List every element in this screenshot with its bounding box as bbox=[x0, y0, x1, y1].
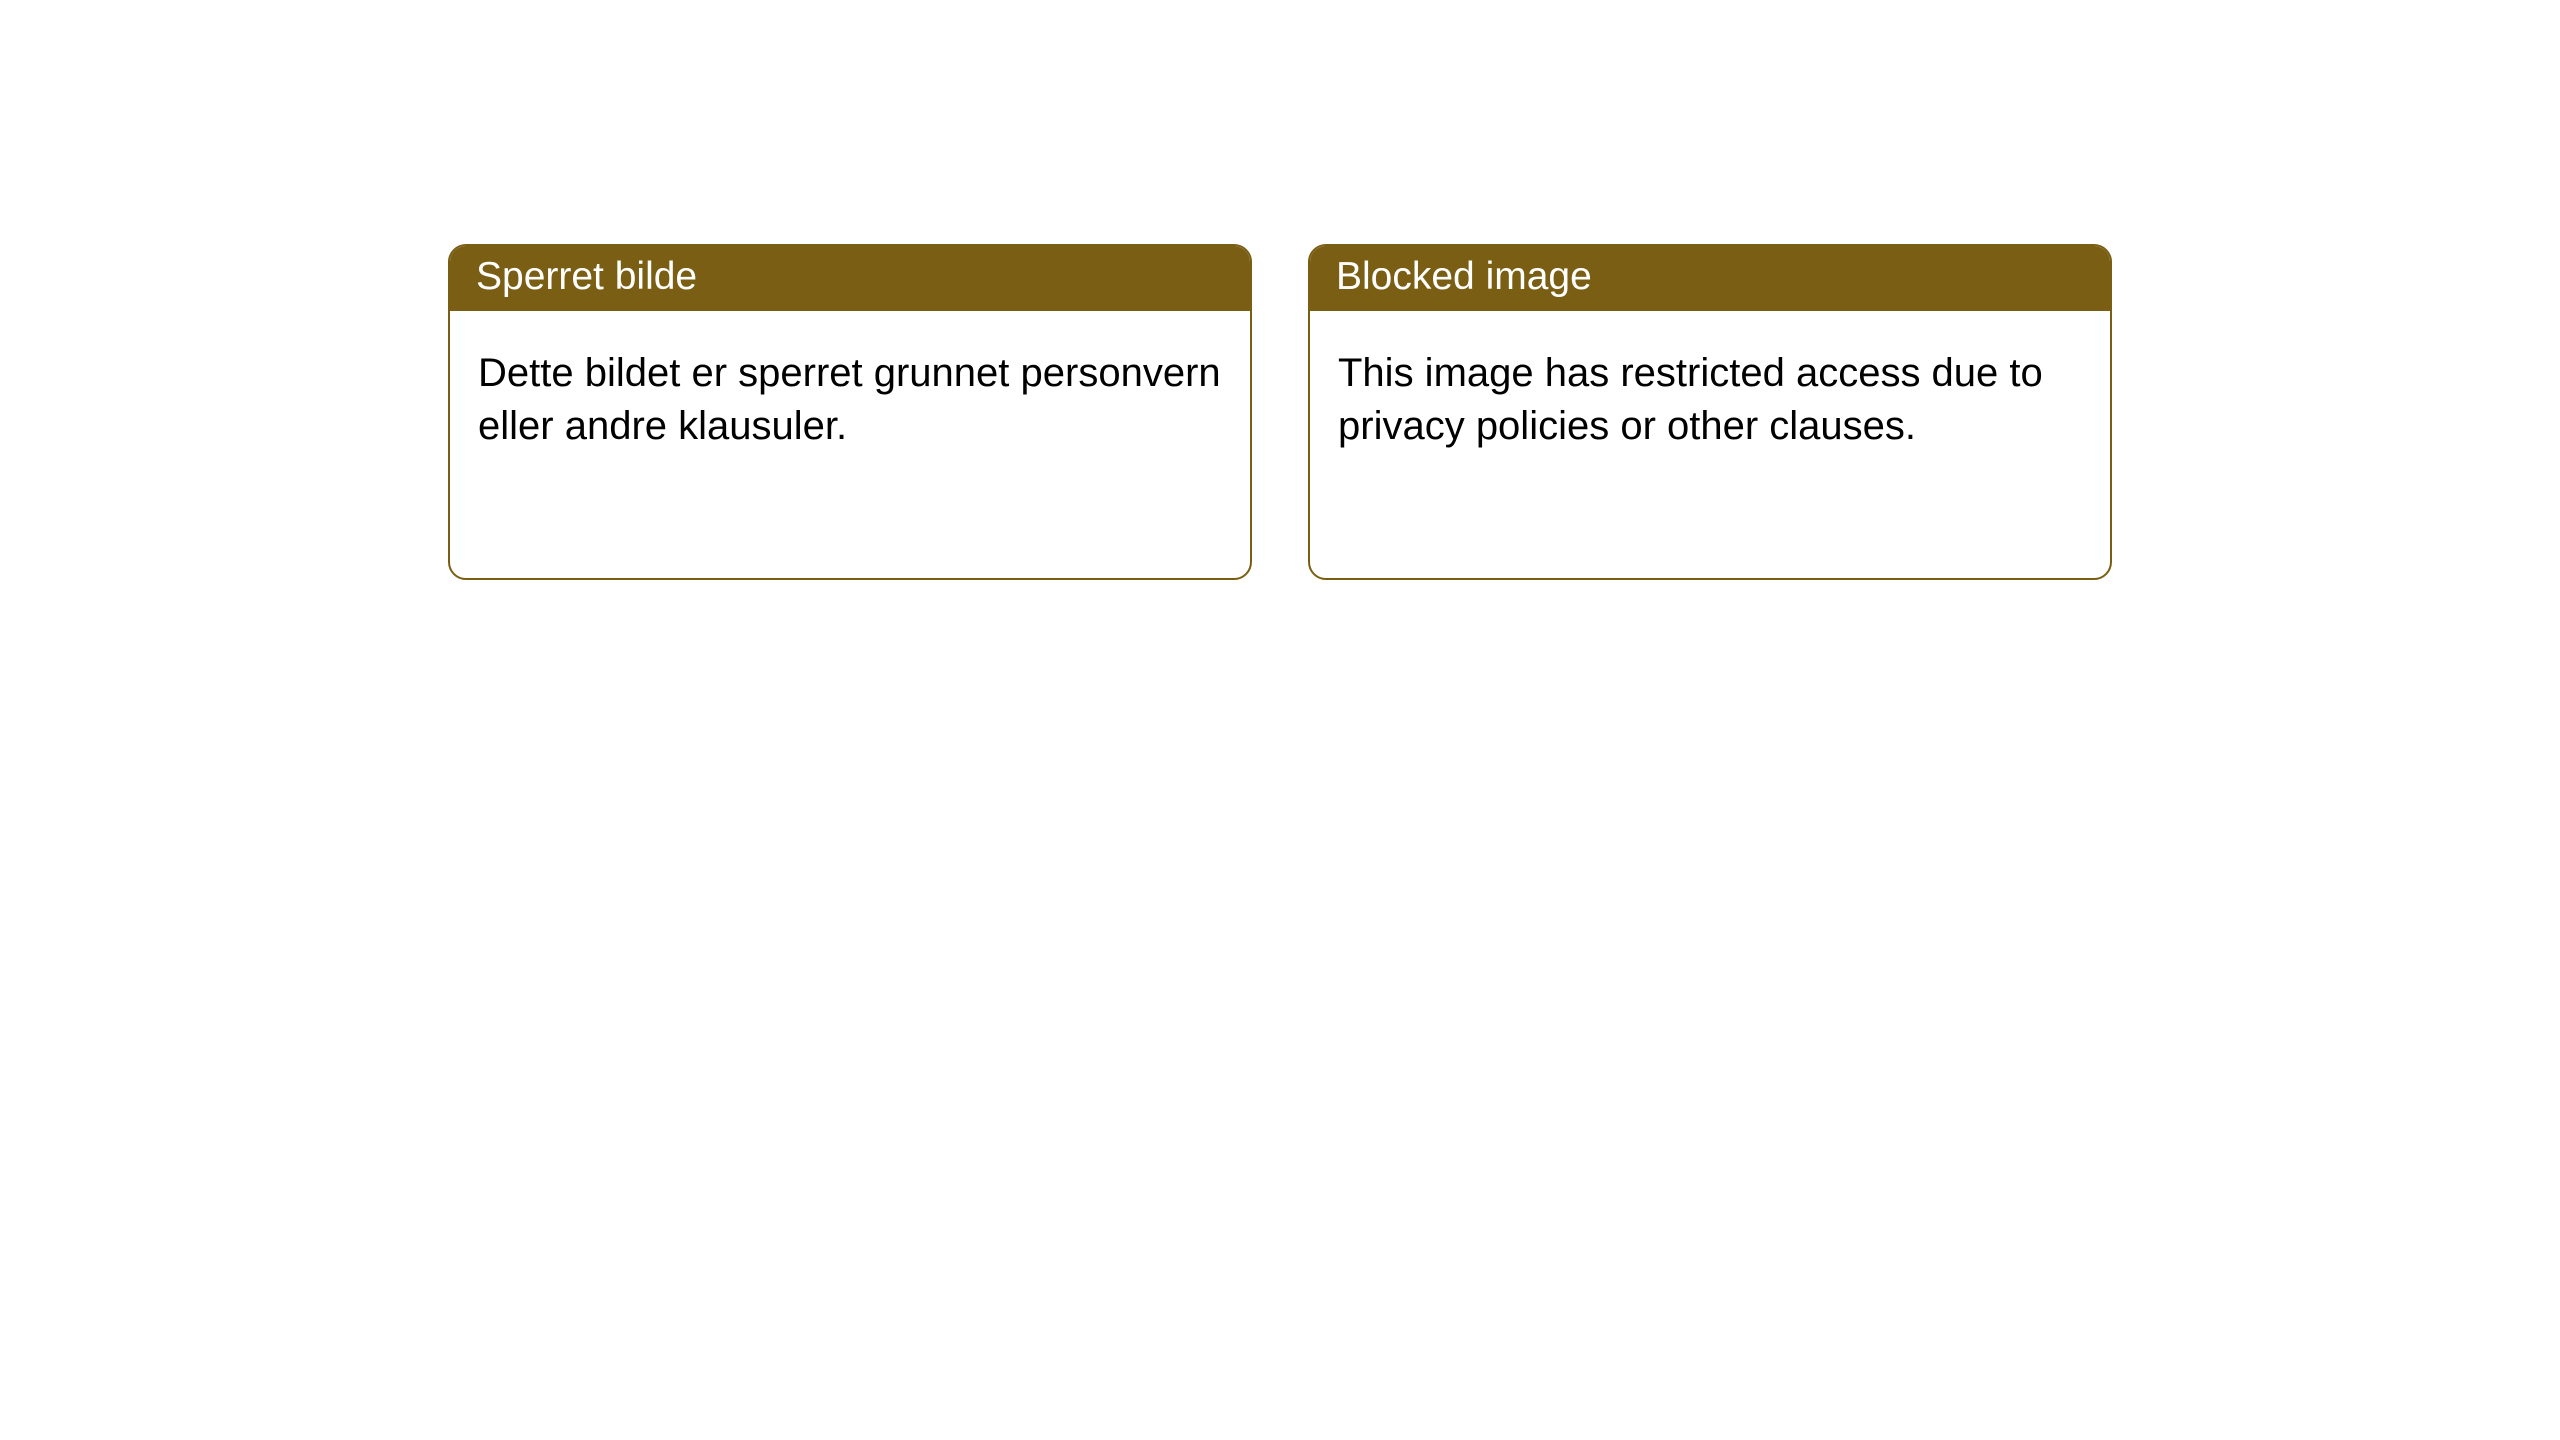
card-body-text-no: Dette bildet er sperret grunnet personve… bbox=[478, 351, 1221, 448]
notice-container: Sperret bilde Dette bildet er sperret gr… bbox=[0, 0, 2560, 580]
blocked-image-card-en: Blocked image This image has restricted … bbox=[1308, 244, 2112, 580]
card-header-no: Sperret bilde bbox=[450, 246, 1250, 311]
blocked-image-card-no: Sperret bilde Dette bildet er sperret gr… bbox=[448, 244, 1252, 580]
card-title-en: Blocked image bbox=[1336, 255, 1592, 298]
card-body-no: Dette bildet er sperret grunnet personve… bbox=[450, 311, 1250, 481]
card-title-no: Sperret bilde bbox=[476, 255, 697, 298]
card-body-text-en: This image has restricted access due to … bbox=[1338, 351, 2043, 448]
card-header-en: Blocked image bbox=[1310, 246, 2110, 311]
card-body-en: This image has restricted access due to … bbox=[1310, 311, 2110, 481]
